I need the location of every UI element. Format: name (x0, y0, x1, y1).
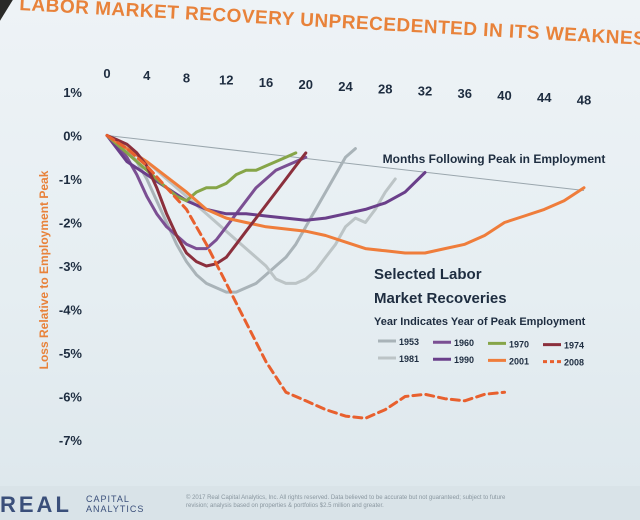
series-line-1981 (105, 134, 397, 285)
x-tick-label: 40 (497, 88, 511, 103)
x-tick-label: 20 (299, 77, 313, 92)
x-axis-label: Months Following Peak in Employment (383, 152, 606, 166)
y-tick-label: 1% (63, 85, 82, 100)
legend-label-1974: 1974 (564, 341, 584, 351)
brand-logo-subtitle: CAPITAL ANALYTICS (86, 494, 144, 514)
series-line-2001 (105, 134, 586, 255)
legend-subtitle: Year Indicates Year of Peak Employment (374, 316, 586, 328)
x-tick-label: 0 (103, 66, 110, 81)
y-tick-label: -4% (59, 303, 83, 318)
y-axis-label: Loss Relative to Employment Peak (37, 170, 51, 369)
brand-sub-2: ANALYTICS (86, 504, 145, 514)
series-line-1970 (105, 134, 298, 203)
legend-label-1981: 1981 (399, 354, 419, 364)
y-tick-label: 0% (63, 129, 82, 144)
line-chart: 1%0%-1%-2%-3%-4%-5%-6%-7%0 4 8 12 16 20 24 28 32… (37, 66, 606, 448)
x-tick-label: 44 (537, 90, 552, 105)
x-tick-label: 28 (378, 81, 392, 96)
series-line-2008 (105, 134, 506, 420)
y-tick-label: -2% (59, 216, 83, 231)
x-tick-label: 32 (418, 84, 432, 99)
x-tick-label: 12 (219, 73, 233, 88)
y-tick-label: -5% (59, 346, 83, 361)
x-tick-label: 16 (259, 75, 273, 90)
x-tick-label: 24 (338, 79, 353, 94)
x-tick-label: 8 (183, 70, 190, 85)
legend-label-1990: 1990 (454, 355, 474, 365)
legend-label-1970: 1970 (509, 339, 529, 349)
legend-title-line-1: Selected Labor (374, 266, 482, 283)
series-line-1960 (105, 134, 308, 251)
x-tick-label: 4 (143, 68, 151, 83)
legend-label-1960: 1960 (454, 338, 474, 348)
zero-baseline (106, 135, 585, 191)
legend-label-1953: 1953 (399, 337, 419, 347)
y-tick-label: -1% (59, 172, 83, 187)
series-line-1974 (105, 134, 308, 268)
brand-logo-wordmark: REAL (0, 492, 72, 517)
x-tick-label: 36 (458, 86, 472, 101)
y-tick-label: -7% (59, 433, 83, 448)
footer-bar (0, 486, 640, 520)
y-tick-label: -3% (59, 259, 83, 274)
legend-label-2008: 2008 (564, 358, 584, 368)
legend-label-2001: 2001 (509, 356, 529, 366)
x-tick-label: 48 (577, 92, 591, 107)
legend-title-line-2: Market Recoveries (374, 290, 507, 307)
y-tick-label: -6% (59, 390, 83, 405)
copyright-notice: © 2017 Real Capital Analytics, Inc. All … (186, 495, 506, 509)
brand-sub-1: CAPITAL (86, 494, 130, 504)
